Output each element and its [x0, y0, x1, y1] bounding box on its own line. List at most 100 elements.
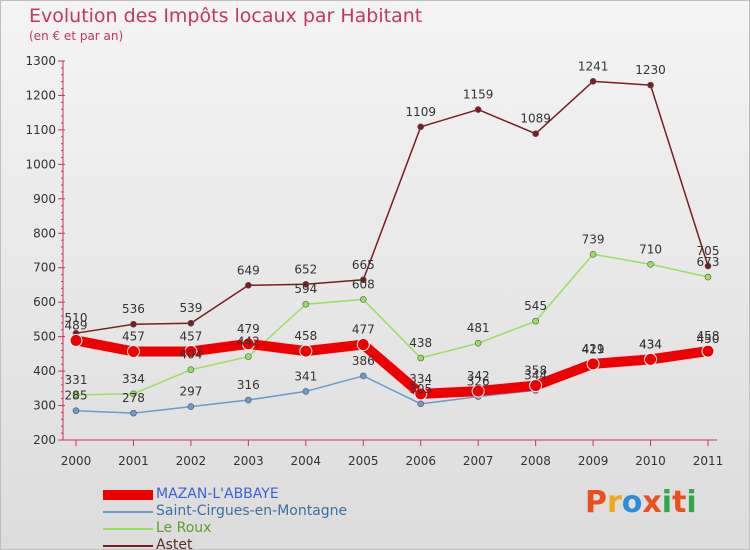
data-label: 1089	[520, 112, 551, 126]
data-label: 1159	[463, 88, 494, 102]
y-tick-label: 1300	[25, 54, 56, 68]
data-point	[417, 354, 425, 362]
series-line-0	[75, 80, 709, 334]
legend-label: Astet	[156, 537, 193, 550]
data-label: 673	[697, 255, 720, 269]
legend-swatch	[103, 528, 153, 530]
x-tick-label: 2007	[463, 454, 494, 468]
data-label: 1241	[578, 59, 609, 73]
data-point	[471, 384, 485, 398]
series-line-1	[75, 253, 709, 396]
data-point	[245, 281, 252, 289]
legend-swatch	[103, 511, 153, 513]
logo-letter: P	[585, 485, 607, 520]
data-point	[302, 300, 310, 308]
data-label: 458	[294, 329, 317, 343]
proxiti-logo: Proxiti	[585, 485, 697, 520]
y-tick-label: 1100	[25, 123, 56, 137]
data-point	[586, 357, 600, 371]
data-point	[126, 344, 140, 358]
data-point	[529, 379, 543, 393]
legend-swatch	[103, 545, 153, 547]
data-point	[130, 409, 137, 417]
x-tick-label: 2011	[693, 454, 724, 468]
data-point	[647, 81, 654, 89]
data-point	[184, 344, 198, 358]
data-label: 608	[352, 277, 375, 291]
y-tick-label: 500	[33, 330, 56, 344]
data-point	[359, 372, 367, 380]
data-point	[417, 123, 425, 131]
y-tick-label: 200	[33, 433, 56, 447]
legend-swatch	[103, 490, 153, 500]
x-tick-label: 2010	[635, 454, 666, 468]
data-label: 457	[122, 329, 145, 343]
data-label: 1230	[635, 63, 666, 77]
data-label: 305	[409, 382, 432, 396]
data-label: 434	[639, 337, 662, 351]
data-point	[302, 280, 310, 288]
data-label: 342	[467, 369, 490, 383]
data-point	[474, 106, 482, 113]
data-point	[359, 276, 367, 284]
data-point	[414, 387, 428, 401]
data-point	[130, 390, 137, 398]
data-label: 457	[179, 329, 202, 343]
data-point	[356, 338, 370, 352]
logo-letter: i	[661, 485, 673, 520]
series-line-3	[71, 335, 713, 399]
data-label: 434	[639, 337, 662, 351]
data-label: 489	[65, 318, 88, 332]
data-label: 341	[294, 369, 317, 383]
x-tick-label: 2002	[176, 454, 207, 468]
data-point	[644, 352, 658, 366]
data-point	[72, 407, 80, 415]
legend-label: Le Roux	[156, 520, 212, 536]
x-tick-label: 2008	[520, 454, 551, 468]
data-label: 705	[697, 244, 720, 258]
data-label: 442	[237, 335, 260, 349]
data-label: 458	[697, 329, 720, 343]
y-tick-label: 700	[33, 261, 56, 275]
x-tick-label: 2003	[233, 454, 264, 468]
data-label: 481	[467, 321, 490, 335]
data-point	[474, 339, 482, 347]
legend-label: MAZAN-L'ABBAYE	[156, 486, 279, 502]
data-label: 326	[467, 375, 490, 389]
data-point	[647, 260, 654, 268]
data-point	[532, 317, 539, 325]
data-point	[130, 320, 137, 328]
data-label: 652	[294, 262, 317, 276]
data-label: 421	[582, 342, 605, 356]
data-point	[589, 250, 597, 258]
logo-letter: t	[672, 485, 687, 520]
data-label: 386	[352, 354, 375, 368]
data-point	[299, 344, 313, 358]
logo-letter: i	[686, 485, 697, 520]
data-label: 649	[237, 263, 260, 277]
data-point	[589, 78, 597, 85]
y-tick-label: 300	[33, 399, 56, 413]
data-label: 545	[524, 299, 547, 313]
y-tick-label: 900	[33, 192, 56, 206]
data-label: 739	[582, 232, 605, 246]
data-label: 285	[65, 389, 88, 403]
data-label: 404	[179, 348, 202, 362]
x-tick-label: 2006	[405, 454, 436, 468]
logo-letter: o	[621, 485, 643, 520]
x-tick-label: 2005	[348, 454, 379, 468]
legend-label: Saint-Cirgues-en-Montagne	[156, 503, 348, 519]
data-point	[704, 273, 712, 281]
data-label: 536	[122, 302, 145, 316]
logo-letter: x	[642, 485, 662, 520]
data-point	[417, 400, 425, 408]
data-label: 594	[294, 282, 317, 296]
data-label: 438	[409, 336, 432, 350]
chart-title: Evolution des Impôts locaux par Habitant	[29, 5, 423, 27]
y-tick-label: 1200	[25, 88, 56, 102]
data-label: 450	[697, 332, 720, 346]
data-point	[701, 344, 715, 358]
data-point	[69, 333, 83, 347]
data-label: 665	[352, 258, 375, 272]
